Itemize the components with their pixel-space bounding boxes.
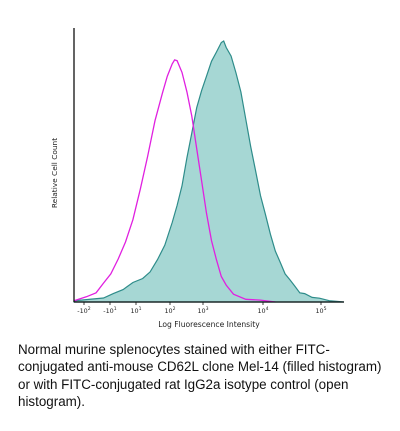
- x-tick-label: 103: [197, 306, 208, 315]
- x-tick-label: -101: [103, 306, 116, 315]
- filled-histogram: [73, 40, 345, 303]
- open-histogram: [73, 59, 276, 303]
- x-axis-ticks: -102 -101 101 102 103 104 105: [77, 302, 327, 315]
- x-tick-label: 104: [257, 306, 268, 315]
- x-tick-label: 101: [130, 306, 141, 315]
- histogram-series-layer: [73, 40, 345, 303]
- histogram-figure: -102 -101 101 102 103 104 105 Relative Cell Co…: [50, 28, 345, 329]
- y-axis-label: Relative Cell Count: [50, 138, 59, 208]
- x-axis-label: Log Fluorescence Intensity: [158, 320, 260, 329]
- x-tick-label: 102: [164, 306, 175, 315]
- figure-caption: Normal murine splenocytes stained with e…: [18, 342, 382, 410]
- x-tick-label: -102: [77, 306, 90, 315]
- x-tick-label: 105: [315, 306, 326, 315]
